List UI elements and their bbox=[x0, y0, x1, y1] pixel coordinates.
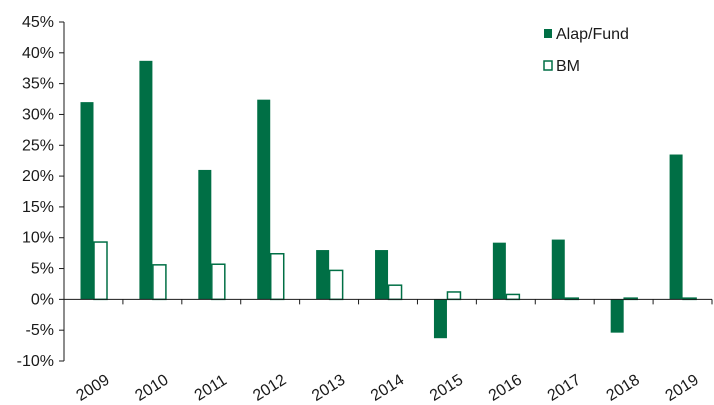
x-tick-label: 2019 bbox=[663, 371, 702, 404]
x-tick-label: 2016 bbox=[486, 371, 525, 404]
x-tick-label: 2017 bbox=[545, 371, 584, 404]
y-tick-label: 5% bbox=[31, 261, 54, 278]
legend: Alap/Fund BM bbox=[543, 26, 629, 75]
x-tick-label: 2009 bbox=[73, 371, 112, 404]
bar-bm-2014 bbox=[387, 284, 403, 301]
bar-bm-2016 bbox=[505, 293, 521, 301]
y-tick-label: 15% bbox=[22, 199, 54, 216]
bar-alap-fund-2018 bbox=[610, 299, 624, 333]
x-tick-label: 2012 bbox=[250, 371, 289, 404]
bar-alap-fund-2014 bbox=[375, 250, 389, 300]
bar-alap-fund-2009 bbox=[80, 102, 94, 300]
bar-bm-2012 bbox=[269, 253, 285, 301]
y-tick-label: 20% bbox=[22, 168, 54, 185]
x-tick-label: 2011 bbox=[192, 372, 230, 405]
bar-alap-fund-2017 bbox=[551, 239, 565, 300]
x-tick-label: 2010 bbox=[132, 371, 171, 404]
x-tick-label: 2015 bbox=[427, 371, 466, 404]
bar-bm-2010 bbox=[152, 264, 167, 301]
y-tick-label: 40% bbox=[22, 45, 54, 62]
legend-swatch-alap-fund bbox=[544, 29, 552, 38]
y-tick-label: 0% bbox=[31, 291, 54, 308]
bar-alap-fund-2013 bbox=[316, 250, 330, 300]
bar-alap-fund-2012 bbox=[257, 99, 271, 300]
x-tick-label: 2014 bbox=[368, 371, 407, 404]
y-tick-label: 30% bbox=[22, 106, 54, 123]
y-tick-label: 25% bbox=[22, 137, 54, 154]
bars-group bbox=[80, 60, 697, 339]
y-tick-label: 35% bbox=[22, 76, 54, 93]
bar-bm-2009 bbox=[93, 241, 108, 301]
bar-bm-2015 bbox=[446, 291, 462, 301]
legend-label-bm: BM bbox=[556, 58, 580, 75]
x-tick-label: 2018 bbox=[604, 371, 643, 404]
y-tick-label: -10% bbox=[17, 353, 54, 370]
bar-alap-fund-2015 bbox=[433, 299, 447, 339]
legend-label-alap-fund: Alap/Fund bbox=[556, 26, 629, 43]
bar-alap-fund-2019 bbox=[669, 154, 683, 300]
bar-bm-2011 bbox=[211, 263, 226, 301]
y-tick-label: -5% bbox=[26, 322, 54, 339]
y-tick-label: 10% bbox=[22, 230, 54, 247]
bar-alap-fund-2010 bbox=[139, 60, 153, 300]
y-axis: 45% 40% 35% 30% 25% 20% 15% 10% 5% 0% -5% -10% bbox=[17, 14, 65, 370]
bar-alap-fund-2016 bbox=[492, 242, 506, 300]
legend-swatch-bm bbox=[543, 60, 553, 71]
bar-alap-fund-2011 bbox=[198, 169, 212, 300]
bar-bm-2013 bbox=[328, 269, 344, 301]
x-tick-label: 2013 bbox=[309, 371, 348, 404]
y-tick-label: 45% bbox=[22, 14, 54, 31]
